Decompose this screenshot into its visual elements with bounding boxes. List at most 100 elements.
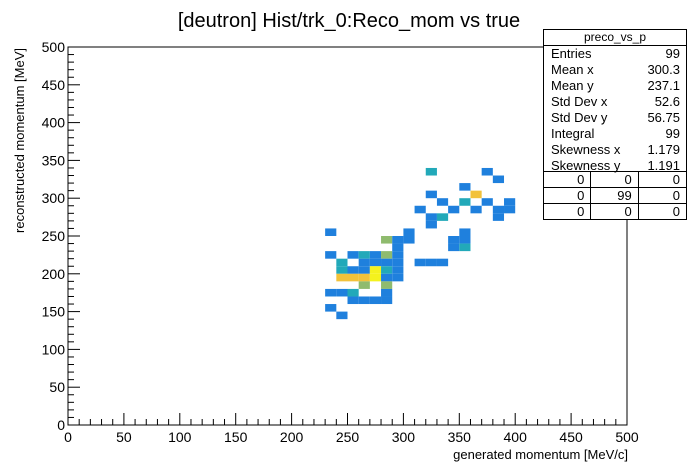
- histogram-bins: [325, 167, 516, 320]
- histogram-bin: [492, 213, 505, 221]
- x-tick-label: 150: [224, 429, 248, 445]
- histogram-bin: [470, 205, 482, 214]
- histogram-bin: [381, 296, 393, 305]
- x-axis: 0 50 100 150 200 250 300 350 400 450 500: [64, 413, 639, 445]
- histogram-bin: [459, 183, 471, 191]
- histogram-bin: [358, 258, 370, 267]
- stats-label: Integral: [551, 126, 595, 141]
- stats-grid-cell: 0: [672, 188, 681, 203]
- stats-box: preco_vs_p Entries 99 Mean x 300.3 Mean y 237…: [543, 29, 687, 220]
- histogram-bin: [459, 198, 471, 206]
- histogram-bin: [381, 236, 393, 244]
- stats-grid: 0 0 0 0 99 0 0 0 0: [544, 171, 686, 219]
- histogram-bin: [392, 258, 404, 267]
- x-tick-label: 400: [504, 429, 528, 445]
- x-tick-label: 200: [280, 429, 304, 445]
- stats-value: 237.1: [647, 78, 680, 93]
- stats-label: Mean y: [551, 78, 594, 93]
- stats-row: Mean x 300.3: [544, 62, 686, 78]
- histogram-bin: [392, 273, 404, 282]
- y-tick-label: 400: [42, 115, 66, 131]
- histogram-bin: [369, 251, 382, 259]
- histogram-bin: [347, 273, 359, 282]
- histogram-bin: [381, 251, 393, 259]
- histogram-bin: [448, 236, 460, 244]
- histogram-bin: [336, 288, 348, 297]
- stats-grid-cell: 0: [672, 204, 681, 219]
- stats-grid-cell: 0: [591, 172, 639, 187]
- histogram-bin: [403, 236, 415, 244]
- histogram-bin: [470, 190, 482, 199]
- histogram-bin: [347, 266, 359, 274]
- histogram-bin: [459, 236, 471, 244]
- histogram-bin: [369, 273, 382, 282]
- x-tick-label: 100: [168, 429, 192, 445]
- stats-grid-cell: 99: [591, 188, 639, 203]
- stats-row: Std Dev x 52.6: [544, 94, 686, 110]
- histogram-bin: [403, 228, 415, 236]
- histogram-bin: [436, 258, 449, 267]
- stats-row: Skewness x 1.179: [544, 142, 686, 158]
- x-tick-label: 0: [64, 429, 72, 445]
- stats-title: preco_vs_p: [544, 30, 686, 46]
- stats-row: Std Dev y 56.75: [544, 110, 686, 126]
- histogram-bin: [358, 296, 370, 305]
- histogram-bin: [381, 288, 393, 297]
- stats-value: 99: [665, 126, 680, 141]
- histogram-bin: [325, 251, 337, 259]
- histogram-bin: [381, 281, 393, 289]
- histogram-bin: [369, 266, 382, 274]
- histogram-bin: [504, 198, 516, 206]
- stats-row: Mean y 237.1: [544, 78, 686, 94]
- histogram-bin: [459, 243, 471, 252]
- y-tick-label: 50: [49, 379, 65, 395]
- stats-grid-cell: 0: [672, 172, 681, 187]
- x-axis-label: generated momentum [MeV/c]: [453, 447, 628, 462]
- stats-row: Entries 99: [544, 46, 686, 62]
- x-tick-label: 250: [336, 429, 360, 445]
- y-tick-label: 200: [42, 266, 66, 282]
- stats-grid-cell: 0: [591, 204, 639, 219]
- x-tick-label: 450: [559, 429, 583, 445]
- histogram-bin: [369, 258, 382, 267]
- histogram-bin: [425, 190, 437, 199]
- y-tick-label: 450: [42, 77, 66, 93]
- histogram-bin: [381, 266, 393, 274]
- y-axis-label: reconstructed momentum [MeV]: [12, 48, 27, 233]
- histogram-bin: [336, 258, 348, 267]
- histogram-bin: [325, 304, 337, 312]
- stats-value: 1.179: [647, 142, 680, 157]
- histogram-bin: [448, 243, 460, 252]
- histogram-bin: [425, 213, 437, 221]
- x-tick-label: 350: [448, 429, 472, 445]
- histogram-bin: [425, 220, 437, 229]
- stats-value: 1.191: [647, 158, 680, 173]
- histogram-bin: [392, 251, 404, 259]
- histogram-bin: [492, 175, 505, 184]
- y-tick-label: 0: [57, 417, 65, 433]
- histogram-bin: [436, 198, 449, 206]
- stats-grid-cell: 0: [544, 172, 592, 187]
- x-tick-label: 500: [615, 429, 639, 445]
- histogram-bin: [347, 296, 359, 305]
- stats-value: 56.75: [647, 110, 680, 125]
- stats-label: Skewness y: [551, 158, 621, 173]
- stats-row: Integral 99: [544, 126, 686, 142]
- histogram-bin: [481, 198, 493, 206]
- histogram-bin: [325, 228, 337, 236]
- stats-value: 300.3: [647, 62, 680, 77]
- stats-row: Skewness y 1.191: [544, 158, 686, 174]
- histogram-bin: [336, 273, 348, 282]
- histogram-bin: [336, 266, 348, 274]
- histogram-bin: [325, 288, 337, 297]
- histogram-bin: [336, 311, 348, 320]
- stats-label: Mean x: [551, 62, 594, 77]
- y-tick-label: 250: [42, 228, 66, 244]
- y-tick-label: 150: [42, 304, 66, 320]
- histogram-bin: [347, 288, 359, 297]
- histogram-bin: [347, 251, 359, 259]
- histogram-bin: [392, 236, 404, 244]
- histogram-bin: [504, 205, 516, 214]
